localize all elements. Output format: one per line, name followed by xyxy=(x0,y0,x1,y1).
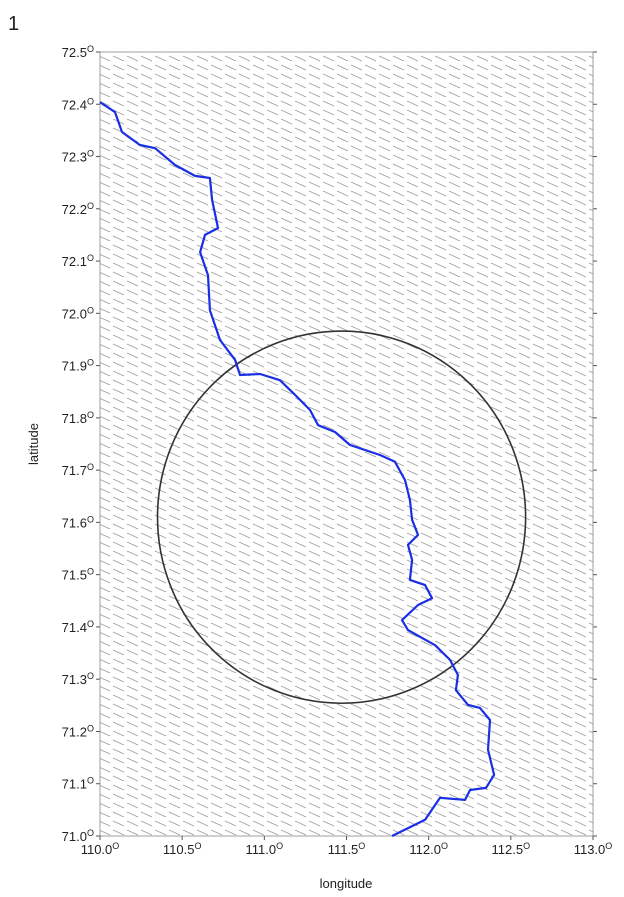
degree-mark: O xyxy=(87,358,94,368)
degree-mark: O xyxy=(194,841,201,851)
degree-mark: O xyxy=(87,462,94,472)
x-axis-label: longitude xyxy=(320,876,373,891)
degree-mark: O xyxy=(87,671,94,681)
degree-mark: O xyxy=(87,96,94,106)
tick-value: 71.1 xyxy=(62,777,87,792)
degree-mark: O xyxy=(87,619,94,629)
tick-value: 72.0 xyxy=(62,306,87,321)
tick-value: 112.0 xyxy=(409,842,441,857)
tick-value: 71.0 xyxy=(62,829,87,844)
tick-value: 72.4 xyxy=(62,97,87,112)
tick-value: 71.5 xyxy=(62,568,87,583)
degree-mark: O xyxy=(87,723,94,733)
y-tick-label: 71.4O xyxy=(62,619,94,635)
tick-value: 71.3 xyxy=(62,672,87,687)
y-tick-label: 71.2O xyxy=(62,723,94,739)
degree-mark: O xyxy=(87,149,94,159)
figure: 1 longitude latitude 110.0O110.5O111.0O1… xyxy=(0,0,624,892)
x-tick-label: 111.5O xyxy=(328,841,366,857)
degree-mark: O xyxy=(87,201,94,211)
degree-mark: O xyxy=(87,776,94,786)
degree-mark: O xyxy=(605,841,612,851)
y-tick-label: 72.1O xyxy=(62,253,94,269)
tick-value: 71.6 xyxy=(62,515,87,530)
tick-value: 72.3 xyxy=(62,150,87,165)
tick-value: 71.4 xyxy=(62,620,87,635)
degree-mark: O xyxy=(87,253,94,263)
degree-mark: O xyxy=(87,514,94,524)
x-tick-label: 113.0O xyxy=(574,841,613,857)
tick-value: 71.9 xyxy=(62,359,87,374)
degree-mark: O xyxy=(358,841,365,851)
y-tick-label: 71.9O xyxy=(62,358,94,374)
y-tick-label: 71.1O xyxy=(62,776,94,792)
y-axis-label: latitude xyxy=(26,423,41,465)
tick-value: 72.2 xyxy=(62,202,87,217)
degree-mark: O xyxy=(87,828,94,838)
y-tick-label: 71.3O xyxy=(62,671,94,687)
tick-value: 113.0 xyxy=(574,842,606,857)
degree-mark: O xyxy=(523,841,530,851)
tick-value: 71.8 xyxy=(62,411,87,426)
y-tick-label: 71.7O xyxy=(62,462,94,478)
y-tick-label: 72.4O xyxy=(62,96,94,112)
y-tick-label: 71.5O xyxy=(62,567,94,583)
degree-mark: O xyxy=(112,841,119,851)
tick-value: 111.0 xyxy=(246,842,277,857)
tick-value: 111.5 xyxy=(328,842,359,857)
tick-value: 110.5 xyxy=(163,842,195,857)
degree-mark: O xyxy=(276,841,283,851)
y-tick-label: 72.0O xyxy=(62,305,94,321)
y-tick-label: 71.8O xyxy=(62,410,94,426)
degree-mark: O xyxy=(87,567,94,577)
x-tick-label: 110.5O xyxy=(163,841,202,857)
tick-value: 72.1 xyxy=(62,254,87,269)
y-tick-label: 72.5O xyxy=(62,44,94,60)
y-tick-label: 72.3O xyxy=(62,149,94,165)
degree-mark: O xyxy=(87,305,94,315)
x-tick-label: 112.5O xyxy=(492,841,531,857)
tick-value: 110.0 xyxy=(81,842,113,857)
lineament-field xyxy=(100,52,593,836)
tick-value: 112.5 xyxy=(492,842,524,857)
x-tick-label: 111.0O xyxy=(246,841,284,857)
tick-value: 71.7 xyxy=(62,463,87,478)
degree-mark: O xyxy=(87,410,94,420)
tick-value: 71.2 xyxy=(62,724,87,739)
degree-mark: O xyxy=(87,44,94,54)
panel-label: 1 xyxy=(8,13,19,35)
y-tick-label: 71.6O xyxy=(62,514,94,530)
tick-value: 72.5 xyxy=(62,45,87,60)
x-tick-label: 112.0O xyxy=(409,841,448,857)
y-tick-label: 72.2O xyxy=(62,201,94,217)
degree-mark: O xyxy=(441,841,448,851)
